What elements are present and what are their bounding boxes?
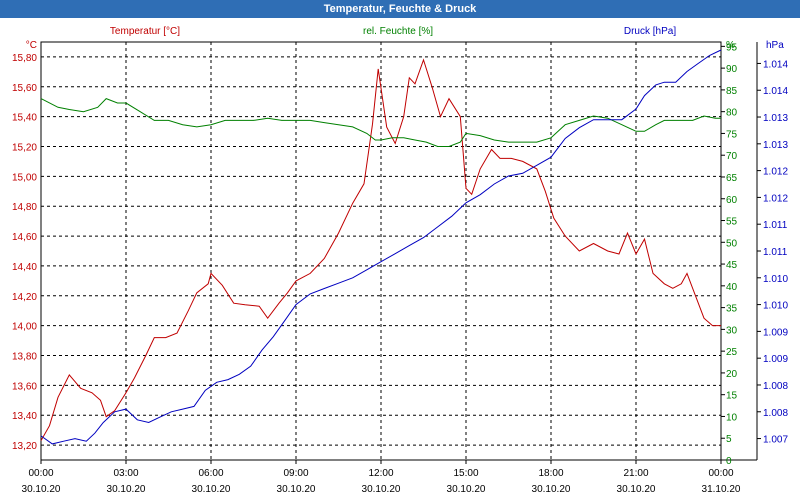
temp-tick-label: 13,40 [12, 411, 37, 422]
x-tick-date: 30.10.20 [192, 484, 231, 495]
temp-tick-label: 13,20 [12, 441, 37, 452]
press-tick-label: 1.012 [763, 193, 788, 204]
temp-tick-label: 15,20 [12, 143, 37, 154]
press-tick-label: 1.008 [763, 381, 788, 392]
x-tick-date: 30.10.20 [22, 484, 61, 495]
press-tick-label: 1.011 [763, 247, 788, 258]
temp-tick-label: 15,60 [12, 83, 37, 94]
hum-tick-label: 60 [726, 195, 738, 206]
press-tick-label: 1.010 [763, 301, 788, 312]
temp-unit-label: °C [26, 40, 37, 51]
hum-tick-label: 5 [726, 434, 732, 445]
hum-tick-label: 65 [726, 173, 738, 184]
temp-tick-label: 14,00 [12, 322, 37, 333]
hum-tick-label: 25 [726, 347, 738, 358]
hum-tick-label: 10 [726, 412, 738, 423]
humidity-series-line [40, 98, 721, 147]
x-tick-time: 00:00 [708, 468, 733, 479]
hum-tick-label: 15 [726, 391, 738, 402]
x-tick-time: 03:00 [113, 468, 138, 479]
legend-humidity: rel. Feuchte [%] [363, 26, 433, 37]
hum-tick-label: 80 [726, 108, 738, 119]
hum-tick-label: 85 [726, 86, 738, 97]
hum-unit-label: % [726, 40, 735, 51]
x-tick-time: 15:00 [453, 468, 478, 479]
x-tick-time: 00:00 [28, 468, 53, 479]
hum-tick-label: 75 [726, 129, 738, 140]
legend-pressure: Druck [hPa] [624, 26, 676, 37]
press-tick-label: 1.011 [763, 220, 788, 231]
press-tick-label: 1.008 [763, 408, 788, 419]
temp-tick-label: 15,40 [12, 113, 37, 124]
hum-tick-label: 70 [726, 151, 738, 162]
x-tick-time: 12:00 [368, 468, 393, 479]
x-tick-date: 30.10.20 [532, 484, 571, 495]
chart-title: Temperatur, Feuchte & Druck [0, 0, 800, 18]
x-tick-time: 18:00 [538, 468, 563, 479]
x-tick-time: 06:00 [198, 468, 223, 479]
hum-tick-label: 40 [726, 282, 738, 293]
hum-tick-label: 45 [726, 260, 738, 271]
press-tick-label: 1.009 [763, 354, 788, 365]
x-tick-date: 30.10.20 [362, 484, 401, 495]
press-tick-label: 1.014 [763, 59, 788, 70]
x-tick-date: 30.10.20 [617, 484, 656, 495]
hum-tick-label: 30 [726, 325, 738, 336]
temperature-series-line [40, 58, 721, 441]
temp-tick-label: 15,80 [12, 53, 37, 64]
hum-tick-label: 0 [726, 456, 732, 467]
pressure-series-line [40, 49, 722, 445]
x-tick-date: 31.10.20 [702, 484, 741, 495]
hum-tick-label: 90 [726, 64, 738, 75]
press-tick-label: 1.013 [763, 113, 788, 124]
temp-tick-label: 14,60 [12, 232, 37, 243]
press-tick-label: 1.010 [763, 274, 788, 285]
x-tick-time: 21:00 [623, 468, 648, 479]
hum-tick-label: 20 [726, 369, 738, 380]
x-tick-date: 30.10.20 [107, 484, 146, 495]
x-tick-time: 09:00 [283, 468, 308, 479]
temp-tick-label: 15,00 [12, 172, 37, 183]
legend-temperature: Temperatur [°C] [110, 26, 180, 37]
press-tick-label: 1.009 [763, 327, 788, 338]
press-unit-label: hPa [766, 40, 784, 51]
hum-tick-label: 95 [726, 42, 738, 53]
press-tick-label: 1.007 [763, 435, 788, 446]
x-tick-date: 30.10.20 [277, 484, 316, 495]
press-tick-label: 1.013 [763, 140, 788, 151]
hum-tick-label: 35 [726, 304, 738, 315]
press-tick-label: 1.014 [763, 86, 788, 97]
hum-tick-label: 50 [726, 238, 738, 249]
temp-tick-label: 14,20 [12, 292, 37, 303]
temp-tick-label: 14,80 [12, 202, 37, 213]
temp-tick-label: 13,80 [12, 352, 37, 363]
press-tick-label: 1.012 [763, 167, 788, 178]
hum-tick-label: 55 [726, 217, 738, 228]
temp-tick-label: 14,40 [12, 262, 37, 273]
temp-tick-label: 13,60 [12, 381, 37, 392]
x-tick-date: 30.10.20 [447, 484, 486, 495]
